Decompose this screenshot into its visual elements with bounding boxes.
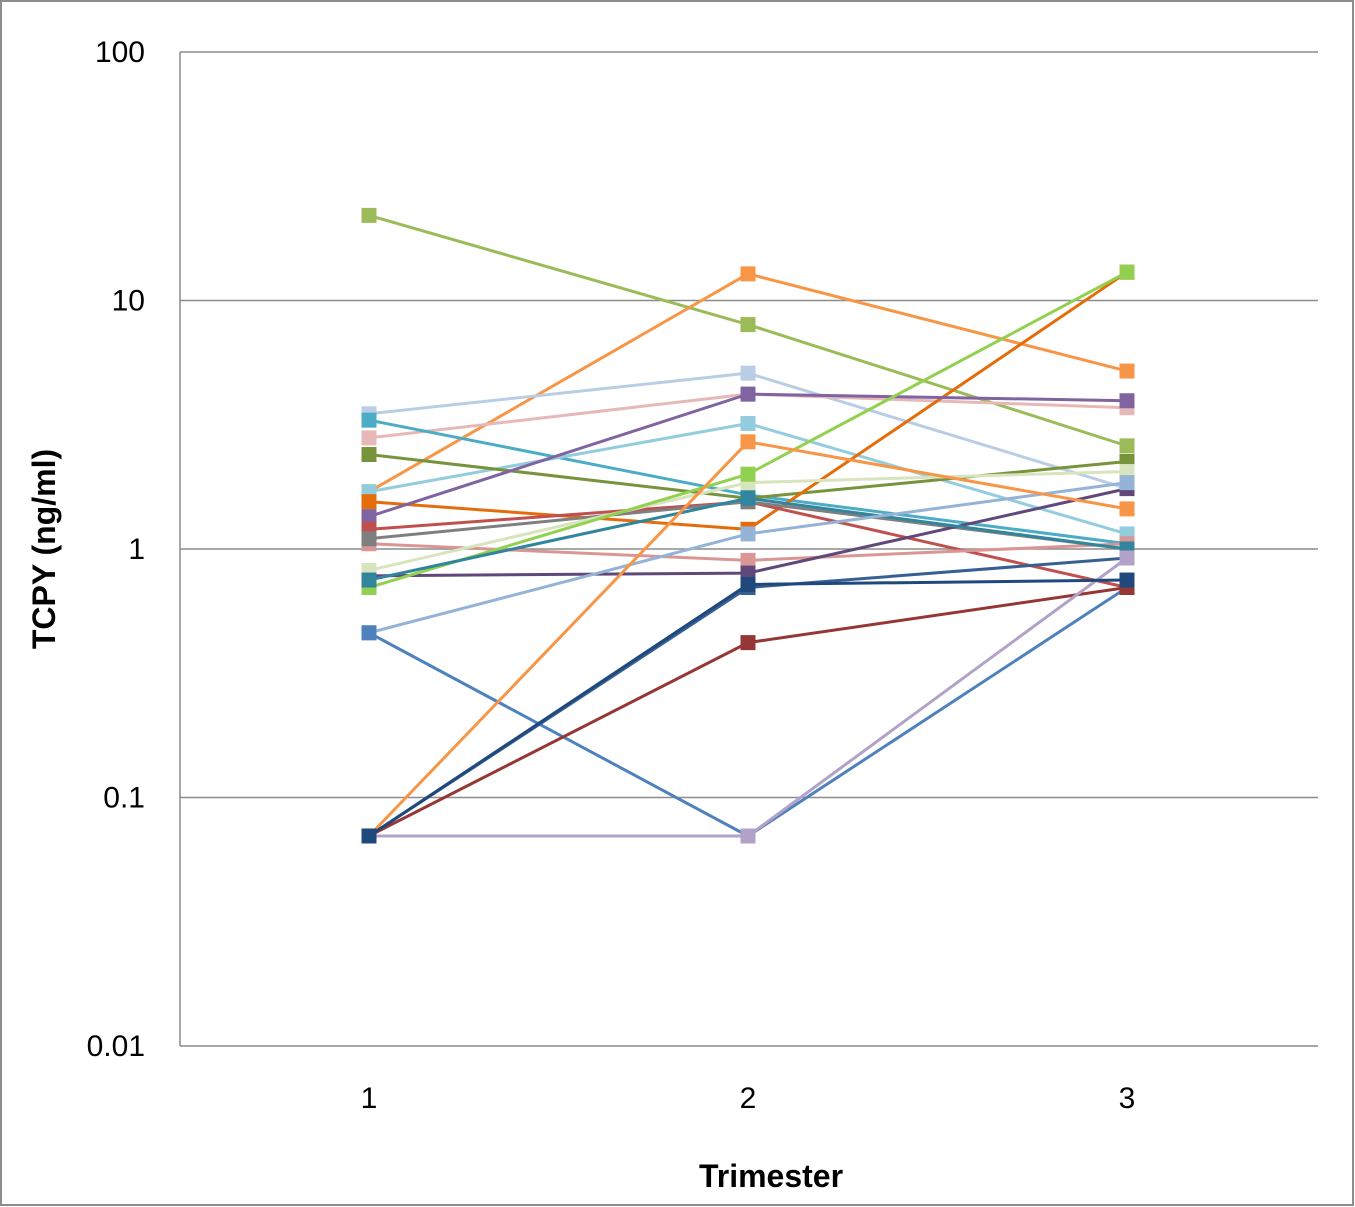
series-5-point-1 [361, 412, 377, 428]
series-20-point-2 [740, 635, 756, 651]
series-16-point-1 [361, 572, 377, 588]
series-9-point-3 [1119, 393, 1135, 409]
series-11-point-2 [740, 552, 756, 568]
y-axis-title: TCPY (ng/ml) [26, 449, 62, 649]
series-6-point-2 [740, 415, 756, 431]
series-lines [361, 207, 1135, 844]
series-22-point-2 [740, 828, 756, 844]
series-23-point-3 [1119, 572, 1135, 588]
series-1-point-2 [740, 317, 756, 333]
y-tick-label-1: 10 [112, 285, 145, 318]
series-4-point-1 [361, 430, 377, 446]
y-tick-label-3: 0.1 [103, 782, 145, 815]
series-17-point-2 [740, 526, 756, 542]
series-9-point-2 [740, 386, 756, 402]
series-2-point-3 [1119, 363, 1135, 379]
series-23-point-2 [740, 576, 756, 592]
series-21-point-3 [1119, 501, 1135, 517]
series-23-point-1 [361, 828, 377, 844]
series-18-point-1 [361, 625, 377, 641]
x-tick-label-1: 2 [740, 1082, 757, 1115]
tick-labels: 100 10 1 0.1 0.01 1 2 3 [87, 36, 1136, 1115]
series-1 [361, 207, 1135, 454]
series-23 [361, 572, 1135, 844]
y-tick-label-0: 100 [95, 36, 145, 69]
series-7-point-1 [361, 447, 377, 463]
series-21-point-2 [740, 434, 756, 450]
series-3-point-2 [740, 365, 756, 381]
series-1-point-3 [1119, 438, 1135, 454]
series-8-point-1 [361, 494, 377, 510]
series-2-point-2 [740, 266, 756, 282]
series-1-point-1 [361, 207, 377, 223]
x-tick-label-0: 1 [361, 1082, 378, 1115]
series-15-point-3 [1119, 264, 1135, 280]
series-16-point-2 [740, 490, 756, 506]
series-15-point-2 [740, 466, 756, 482]
y-tick-label-2: 1 [128, 533, 145, 566]
series-21 [361, 434, 1135, 844]
series-17-point-3 [1119, 475, 1135, 491]
y-tick-label-4: 0.01 [87, 1030, 145, 1063]
series-12-point-1 [361, 531, 377, 547]
series-22-point-3 [1119, 550, 1135, 566]
series-9-point-1 [361, 509, 377, 525]
x-tick-label-2: 3 [1119, 1082, 1136, 1115]
series-9 [361, 386, 1135, 525]
x-axis-title: Trimester [699, 1158, 843, 1194]
